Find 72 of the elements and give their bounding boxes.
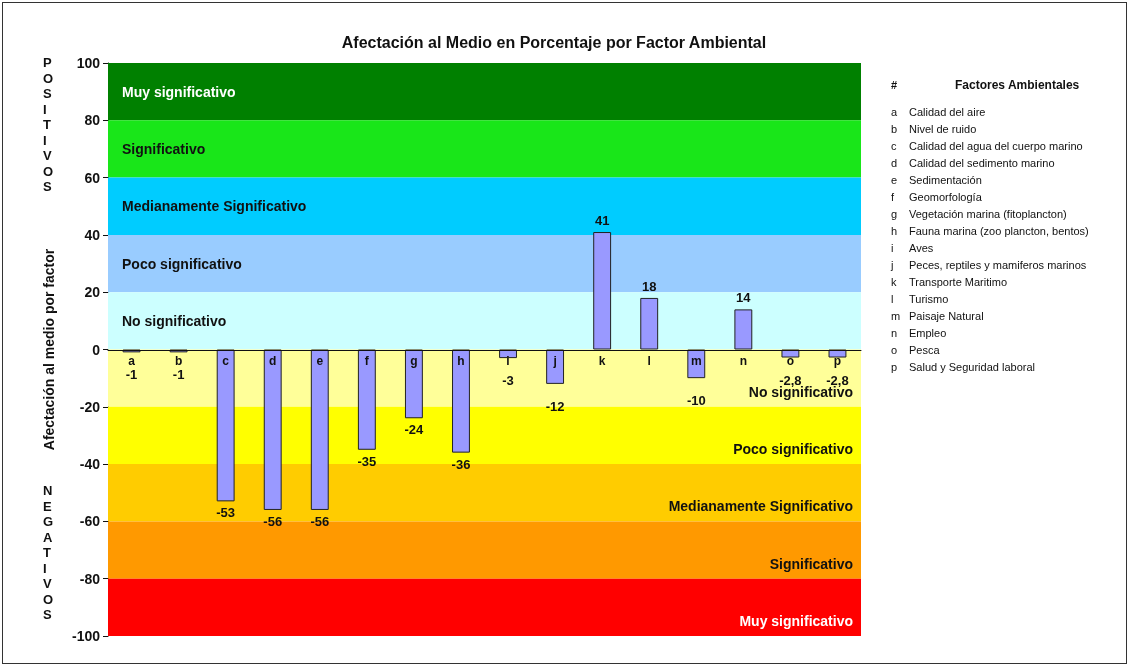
x-tick-label: b bbox=[174, 353, 183, 368]
text: j Peces, reptiles y mamiferos marinos bbox=[891, 258, 1087, 271]
text: c Calidad del agua del cuerpo marino bbox=[891, 139, 1083, 152]
text: d Calidad del sedimento marino bbox=[891, 156, 1055, 169]
band-label: Medianamente Significativo bbox=[668, 498, 853, 515]
data-label: 41 bbox=[594, 213, 610, 229]
x-tick-label: m bbox=[690, 353, 702, 368]
data-label: -3 bbox=[502, 373, 514, 389]
data-label: -56 bbox=[263, 513, 283, 529]
text: a Calidad del aire bbox=[891, 105, 986, 118]
band-label: Poco significativo bbox=[733, 441, 853, 458]
data-label: -35 bbox=[357, 453, 377, 469]
data-label: -10 bbox=[686, 393, 706, 409]
text: l Turismo bbox=[891, 292, 949, 305]
band-label: Significativo bbox=[122, 140, 206, 157]
band-label: No significativo bbox=[122, 312, 227, 329]
data-label: 18 bbox=[641, 278, 657, 294]
chart-title: Afectación al Medio en Porcentaje por Factor Ambiental bbox=[341, 33, 767, 51]
y-tick-label: 40 bbox=[84, 226, 101, 243]
data-label: -56 bbox=[310, 513, 330, 529]
y-axis-title: Afectación al medio por factor bbox=[41, 248, 57, 451]
text: p Salud y Seguridad laboral bbox=[891, 360, 1035, 373]
x-tick-label: o bbox=[786, 353, 795, 368]
x-tick-label: f bbox=[364, 353, 370, 368]
y-tick-label: -60 bbox=[79, 513, 101, 530]
y-tick-label: -20 bbox=[79, 398, 101, 415]
text: POSITIVOS bbox=[43, 55, 54, 195]
x-tick-label: j bbox=[552, 353, 557, 368]
x-tick-label: h bbox=[457, 353, 465, 368]
text: k Transporte Maritimo bbox=[891, 275, 1008, 288]
text: m Paisaje Natural bbox=[891, 309, 984, 322]
text: i Aves bbox=[891, 241, 934, 254]
data-label: -24 bbox=[404, 422, 425, 438]
band-label: Muy significativo bbox=[739, 613, 853, 629]
text: b Nivel de ruido bbox=[891, 122, 977, 135]
text: g Vegetación marina (fitoplancton) bbox=[891, 207, 1067, 220]
y-tick-label: 60 bbox=[84, 169, 101, 186]
y-tick-label: 0 bbox=[92, 341, 101, 358]
x-tick-label: g bbox=[410, 353, 418, 368]
x-tick-label: d bbox=[269, 353, 277, 368]
y-tick-label: -80 bbox=[79, 570, 101, 587]
data-label: -36 bbox=[451, 456, 471, 472]
y-tick-label: -40 bbox=[79, 456, 101, 473]
data-label: -1 bbox=[172, 367, 185, 383]
data-label: -2,8 bbox=[826, 372, 849, 388]
x-tick-label: a bbox=[128, 353, 136, 368]
data-label: 14 bbox=[736, 290, 752, 306]
x-tick-label: n bbox=[739, 353, 748, 368]
text: Factores Ambientales bbox=[955, 78, 1080, 92]
text: h Fauna marina (zoo plancton, bentos) bbox=[891, 224, 1089, 237]
x-tick-label: i bbox=[506, 353, 510, 368]
y-tick-label: -100 bbox=[71, 628, 101, 644]
text: e Sedimentación bbox=[891, 173, 982, 186]
data-label: -53 bbox=[216, 505, 236, 521]
text: NEGATIVOS bbox=[43, 483, 54, 623]
data-label: -1 bbox=[125, 367, 138, 383]
x-tick-label: k bbox=[598, 353, 606, 368]
band-label: Medianamente Significativo bbox=[122, 198, 307, 215]
text: o Pesca bbox=[891, 343, 941, 356]
x-tick-label: l bbox=[647, 353, 651, 368]
band-label: Muy significativo bbox=[122, 83, 236, 100]
x-tick-label: p bbox=[833, 353, 842, 368]
y-tick-label: 20 bbox=[84, 284, 101, 301]
text: f Geomorfología bbox=[891, 190, 982, 203]
text: n Empleo bbox=[891, 326, 947, 339]
band-label: Poco significativo bbox=[122, 255, 242, 272]
x-tick-label: c bbox=[222, 353, 230, 368]
y-tick-label: 100 bbox=[76, 55, 101, 71]
y-tick-label: 80 bbox=[84, 112, 101, 129]
band-label: Significativo bbox=[769, 555, 853, 572]
text: # bbox=[891, 78, 898, 91]
x-tick-label: e bbox=[316, 353, 324, 368]
